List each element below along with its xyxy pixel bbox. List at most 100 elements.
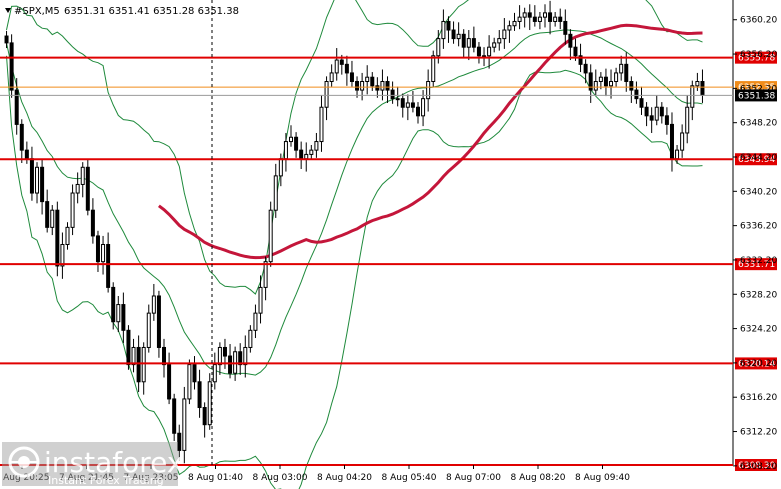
candle-body xyxy=(299,149,304,160)
candle-body xyxy=(222,346,227,357)
time-tick-label: 8 Aug 09:40 xyxy=(575,473,630,483)
candle-body xyxy=(598,76,603,83)
candle-body xyxy=(695,81,700,87)
candle-body xyxy=(344,63,349,74)
candle-body xyxy=(126,329,131,366)
candle-body xyxy=(192,364,197,383)
candle-body xyxy=(167,364,172,400)
candle-body xyxy=(294,136,299,151)
candle-body xyxy=(248,329,253,348)
time-axis-ticks: 7 Aug 20:25 7 Aug 21:45 7 Aug 23:05 8 Aug 0… xyxy=(0,0,630,483)
candle-body xyxy=(568,33,573,48)
candle-body xyxy=(238,351,243,366)
time-tick-label: 8 Aug 07:00 xyxy=(446,473,501,483)
candle-body xyxy=(685,106,690,134)
level-label-box xyxy=(735,459,777,471)
candle-body xyxy=(512,20,517,27)
candle-body xyxy=(548,12,553,22)
candle-body xyxy=(106,244,111,288)
candle-body xyxy=(410,102,415,108)
candle-body xyxy=(212,364,217,383)
candle-body xyxy=(131,346,136,366)
candle-body xyxy=(263,261,268,288)
candle-body xyxy=(492,42,497,48)
candle-body xyxy=(40,166,45,203)
candle-body xyxy=(380,81,385,91)
candle-body xyxy=(19,123,24,151)
candle-body xyxy=(441,20,446,40)
level-label-box xyxy=(735,153,777,166)
candle-body xyxy=(527,12,532,18)
time-tick-label: 8 Aug 01:40 xyxy=(188,473,243,483)
candle-body xyxy=(624,63,629,83)
candle-body xyxy=(228,355,233,374)
level-label: 6308.30 xyxy=(738,461,775,471)
candlesticks xyxy=(4,0,705,464)
svg-text:Instant Forex Trading: Instant Forex Trading xyxy=(48,474,164,487)
candle-body xyxy=(522,12,527,18)
candle-body xyxy=(243,346,248,366)
level-label-box xyxy=(735,357,777,370)
candle-body xyxy=(497,38,502,44)
candle-body xyxy=(421,98,426,117)
candle-body xyxy=(507,25,512,31)
price-tick-label: 6348.20 xyxy=(740,119,777,129)
price-tick-label: 6312.20 xyxy=(740,428,777,438)
candle-body xyxy=(116,304,121,323)
symbol-label: #SPX,M5 xyxy=(14,6,60,17)
price-tick-label: 6340.20 xyxy=(740,187,777,197)
candle-body xyxy=(283,141,288,160)
candle-body xyxy=(553,16,558,22)
candle-body xyxy=(700,81,705,96)
candle-body xyxy=(436,38,441,57)
candle-body xyxy=(619,63,624,74)
candle-body xyxy=(289,136,294,143)
candle-body xyxy=(482,55,487,58)
price-tick-label: 6352.20 xyxy=(740,84,777,94)
price-tick-label: 6308.20 xyxy=(740,462,777,472)
candle-body xyxy=(177,432,182,451)
upper-band-line xyxy=(6,0,703,295)
candle-body xyxy=(202,407,207,426)
candle-body xyxy=(207,381,212,426)
candle-body xyxy=(573,46,578,57)
candle-body xyxy=(349,72,354,83)
candle-body xyxy=(146,312,151,348)
candle-body xyxy=(476,46,481,57)
price-tick-label: 6336.20 xyxy=(740,222,777,232)
candle-body xyxy=(24,149,29,160)
candle-body xyxy=(319,106,324,143)
candle-body xyxy=(111,286,116,323)
orange-level-label: 6352.35 xyxy=(738,83,775,93)
candle-body xyxy=(121,304,126,331)
price-tick-label: 6316.20 xyxy=(740,393,777,403)
time-tick-label: 7 Aug 21:45 xyxy=(59,473,114,483)
time-tick-label: 7 Aug 23:05 xyxy=(124,473,179,483)
candle-body xyxy=(395,98,400,101)
candle-body xyxy=(156,295,161,348)
candle-body xyxy=(456,33,461,40)
candle-body xyxy=(502,29,507,40)
candle-body xyxy=(253,312,258,331)
candle-body xyxy=(614,72,619,83)
candle-body xyxy=(634,89,639,100)
candle-body xyxy=(334,59,339,74)
price-tick-label: 6360.20 xyxy=(740,16,777,26)
candle-body xyxy=(487,46,492,57)
moving-average xyxy=(157,23,703,260)
candle-body xyxy=(639,98,644,108)
candle-body xyxy=(558,16,563,22)
candle-body xyxy=(182,398,187,451)
candle-body xyxy=(136,346,141,383)
candle-body xyxy=(65,226,70,246)
candle-body xyxy=(578,55,583,65)
horizontal-levels: 6355.78 6343.94 6331.71 6320.14 6308.30 6352.… xyxy=(0,51,777,471)
candle-body xyxy=(14,89,19,125)
candle-body xyxy=(217,346,222,366)
current-price-box xyxy=(735,89,777,102)
level-label: 6355.78 xyxy=(738,54,775,64)
candle-body xyxy=(390,89,395,100)
candle-body xyxy=(9,42,14,91)
